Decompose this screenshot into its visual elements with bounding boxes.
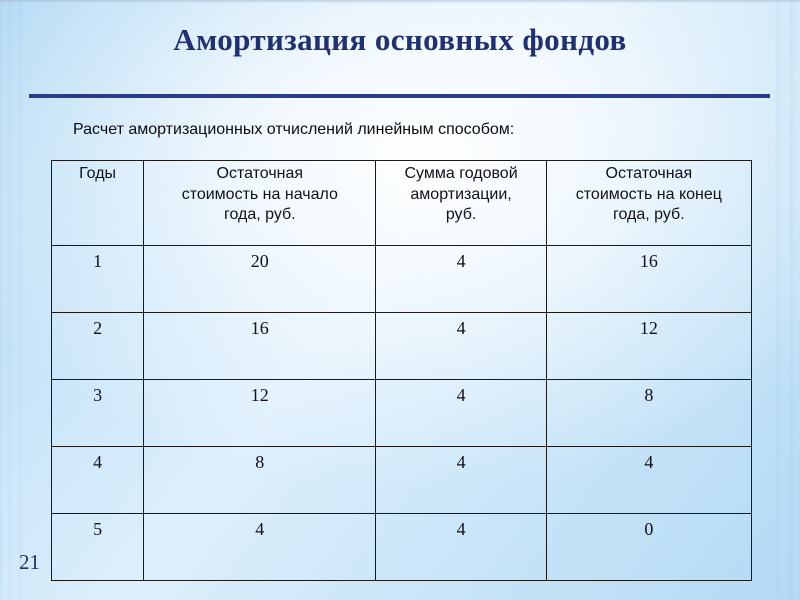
cell-end-value: 8 <box>545 379 753 447</box>
column-header-years: Годы <box>50 160 145 246</box>
table-header-row-group: Годы Остаточная стоимость на начало года… <box>50 160 753 246</box>
cell-begin-value: 16 <box>143 312 377 380</box>
table-body: 1 20 4 16 2 16 4 12 3 12 4 8 4 8 4 4 <box>50 245 753 581</box>
header-line: стоимость на начало <box>181 185 338 203</box>
header-line: года, руб. <box>223 206 296 224</box>
column-header-begin-value: Остаточная стоимость на начало года, руб… <box>143 160 377 246</box>
header-line: Остаточная <box>216 165 304 182</box>
cell-year: 1 <box>50 245 145 313</box>
header-line: руб. <box>445 206 477 224</box>
column-header-end-value: Остаточная стоимость на конец года, руб. <box>545 160 753 246</box>
column-header-annual-depreciation: Сумма годовой амортизации, руб. <box>375 160 547 246</box>
cell-begin-value: 4 <box>143 513 377 581</box>
table-row: 3 12 4 8 <box>50 379 753 447</box>
header-line: Годы <box>79 165 117 182</box>
cell-begin-value: 20 <box>143 245 377 313</box>
subtitle-text: Расчет амортизационных отчислений линейн… <box>73 121 515 138</box>
title-divider-rule <box>29 94 770 98</box>
header-line: стоимость на конец <box>575 185 722 203</box>
header-line: Остаточная <box>605 165 693 182</box>
cell-year: 4 <box>50 446 145 514</box>
cell-end-value: 4 <box>545 446 753 514</box>
slide-page-number: 21 <box>19 550 40 574</box>
cell-year: 5 <box>50 513 145 581</box>
cell-annual-depreciation: 4 <box>375 245 547 313</box>
cell-annual-depreciation: 4 <box>375 379 547 447</box>
cell-annual-depreciation: 4 <box>375 446 547 514</box>
header-line: года, руб. <box>613 206 685 224</box>
table-row: 1 20 4 16 <box>50 245 753 313</box>
header-line: Сумма годовой <box>404 165 518 182</box>
header-line: амортизации, <box>410 185 512 203</box>
cell-end-value: 16 <box>545 245 753 313</box>
cell-begin-value: 12 <box>143 379 377 447</box>
table-header-row: Годы Остаточная стоимость на начало года… <box>50 160 753 246</box>
depreciation-table: Годы Остаточная стоимость на начало года… <box>50 160 753 581</box>
cell-end-value: 12 <box>545 312 753 380</box>
cell-year: 3 <box>50 379 145 447</box>
cell-begin-value: 8 <box>143 446 377 514</box>
cell-annual-depreciation: 4 <box>375 513 547 581</box>
cell-end-value: 0 <box>545 513 753 581</box>
cell-annual-depreciation: 4 <box>375 312 547 380</box>
cell-year: 2 <box>50 312 145 380</box>
table-row: 2 16 4 12 <box>50 312 753 380</box>
table-row: 5 4 4 0 <box>50 513 753 581</box>
table-row: 4 8 4 4 <box>50 446 753 514</box>
page-title: Амортизация основных фондов <box>173 22 627 57</box>
